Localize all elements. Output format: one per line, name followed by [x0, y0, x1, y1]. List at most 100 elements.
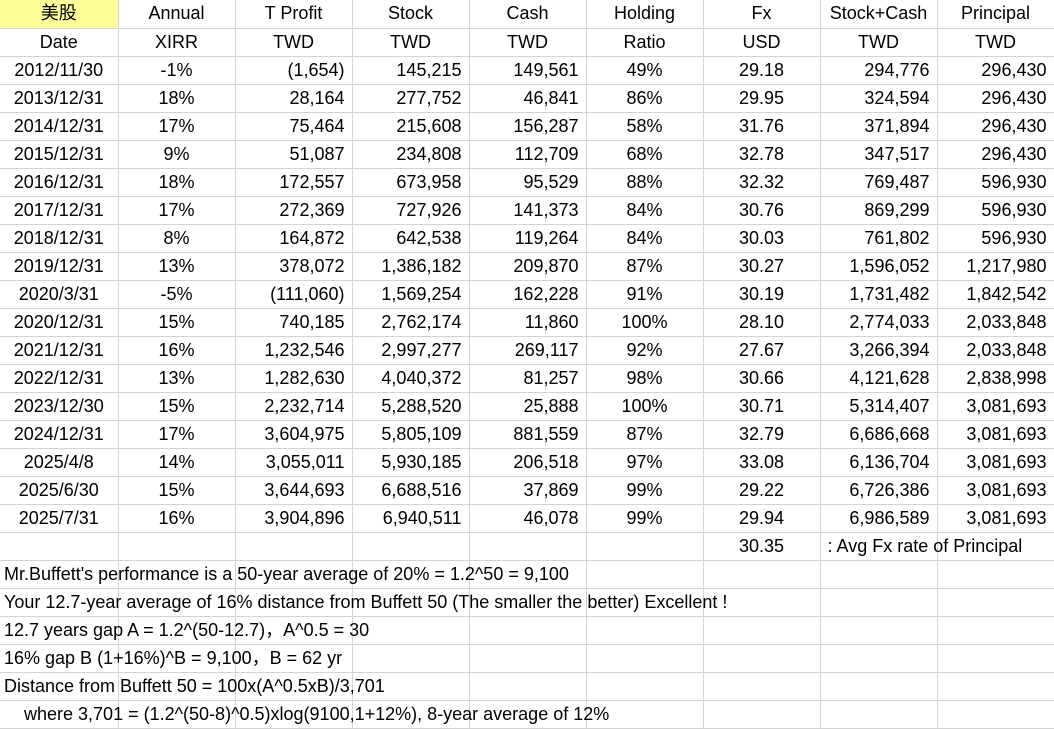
empty-cell[interactable]: [235, 672, 353, 701]
empty-cell[interactable]: [586, 532, 704, 561]
cell-fx[interactable]: 27.67: [703, 336, 821, 365]
header-cell-stock[interactable]: TWD: [352, 28, 470, 57]
header-cell-annual-xirr[interactable]: XIRR: [118, 28, 236, 57]
cell-date[interactable]: 2024/12/31: [0, 420, 119, 449]
cell-cash[interactable]: 141,373: [469, 196, 587, 225]
cell-t-profit[interactable]: 1,282,630: [235, 364, 353, 393]
cell-holding-ratio[interactable]: 91%: [586, 280, 704, 309]
empty-cell[interactable]: [118, 644, 236, 673]
empty-cell[interactable]: [469, 532, 587, 561]
cell-fx[interactable]: 30.76: [703, 196, 821, 225]
cell-annual-xirr[interactable]: 16%: [118, 336, 236, 365]
cell-principal[interactable]: 596,930: [937, 168, 1054, 197]
empty-cell[interactable]: [118, 616, 236, 645]
cell-principal[interactable]: 3,081,693: [937, 420, 1054, 449]
cell-t-profit[interactable]: 28,164: [235, 84, 353, 113]
cell-principal[interactable]: 2,033,848: [937, 336, 1054, 365]
cell-stock[interactable]: 2,762,174: [352, 308, 470, 337]
cell-date[interactable]: 2020/12/31: [0, 308, 119, 337]
empty-cell[interactable]: [352, 672, 470, 701]
empty-cell[interactable]: [235, 700, 353, 729]
cell-stock[interactable]: 5,805,109: [352, 420, 470, 449]
cell-holding-ratio[interactable]: 86%: [586, 84, 704, 113]
cell-principal[interactable]: 2,838,998: [937, 364, 1054, 393]
cell-annual-xirr[interactable]: 9%: [118, 140, 236, 169]
empty-cell[interactable]: [352, 616, 470, 645]
empty-cell[interactable]: [820, 560, 938, 589]
cell-stock[interactable]: 1,386,182: [352, 252, 470, 281]
cell-t-profit[interactable]: 164,872: [235, 224, 353, 253]
cell-annual-xirr[interactable]: 17%: [118, 420, 236, 449]
cell-cash[interactable]: 156,287: [469, 112, 587, 141]
empty-cell[interactable]: [469, 588, 587, 617]
header-cell-holding-ratio[interactable]: Ratio: [586, 28, 704, 57]
cell-date[interactable]: 2015/12/31: [0, 140, 119, 169]
cell-principal[interactable]: 3,081,693: [937, 504, 1054, 533]
cell-stock[interactable]: 5,930,185: [352, 448, 470, 477]
cell-annual-xirr[interactable]: 15%: [118, 476, 236, 505]
cell-date[interactable]: 2016/12/31: [0, 168, 119, 197]
cell-holding-ratio[interactable]: 88%: [586, 168, 704, 197]
cell-stock-plus-cash[interactable]: 1,596,052: [820, 252, 938, 281]
empty-cell[interactable]: [118, 700, 236, 729]
empty-cell[interactable]: [118, 560, 236, 589]
cell-date[interactable]: 2025/4/8: [0, 448, 119, 477]
cell-stock-plus-cash[interactable]: 1,731,482: [820, 280, 938, 309]
cell-t-profit[interactable]: 740,185: [235, 308, 353, 337]
empty-cell[interactable]: [469, 644, 587, 673]
cell-annual-xirr[interactable]: 14%: [118, 448, 236, 477]
cell-principal[interactable]: 3,081,693: [937, 476, 1054, 505]
cell-holding-ratio[interactable]: 99%: [586, 476, 704, 505]
empty-cell[interactable]: [469, 616, 587, 645]
empty-cell[interactable]: [235, 532, 353, 561]
cell-cash[interactable]: 269,117: [469, 336, 587, 365]
cell-t-profit[interactable]: 3,644,693: [235, 476, 353, 505]
cell-t-profit[interactable]: 378,072: [235, 252, 353, 281]
header-cell-cash[interactable]: TWD: [469, 28, 587, 57]
cell-cash[interactable]: 37,869: [469, 476, 587, 505]
cell-stock-plus-cash[interactable]: 769,487: [820, 168, 938, 197]
cell-annual-xirr[interactable]: 18%: [118, 84, 236, 113]
header-cell-principal[interactable]: Principal: [937, 0, 1054, 29]
cell-date[interactable]: 2025/6/30: [0, 476, 119, 505]
cell-annual-xirr[interactable]: 13%: [118, 252, 236, 281]
cell-date[interactable]: 2021/12/31: [0, 336, 119, 365]
header-cell-fx[interactable]: Fx: [703, 0, 821, 29]
cell-principal[interactable]: 3,081,693: [937, 392, 1054, 421]
cell-t-profit[interactable]: 3,055,011: [235, 448, 353, 477]
header-cell-stock[interactable]: Stock: [352, 0, 470, 29]
cell-holding-ratio[interactable]: 49%: [586, 56, 704, 85]
cell-cash[interactable]: 46,841: [469, 84, 587, 113]
cell-stock-plus-cash[interactable]: 371,894: [820, 112, 938, 141]
note-text[interactable]: Distance from Buffett 50 = 100x(A^0.5xB)…: [0, 672, 385, 701]
cell-cash[interactable]: 95,529: [469, 168, 587, 197]
header-cell-stock-plus-cash[interactable]: Stock+Cash: [820, 0, 938, 29]
header-cell-date[interactable]: 美股: [0, 0, 119, 29]
empty-cell[interactable]: [703, 588, 821, 617]
cell-principal[interactable]: 1,842,542: [937, 280, 1054, 309]
cell-annual-xirr[interactable]: -1%: [118, 56, 236, 85]
cell-date[interactable]: 2025/7/31: [0, 504, 119, 533]
cell-date[interactable]: 2014/12/31: [0, 112, 119, 141]
cell-annual-xirr[interactable]: 15%: [118, 308, 236, 337]
cell-fx[interactable]: 32.79: [703, 420, 821, 449]
empty-cell[interactable]: [469, 672, 587, 701]
cell-principal[interactable]: 296,430: [937, 140, 1054, 169]
cell-t-profit[interactable]: 272,369: [235, 196, 353, 225]
cell-cash[interactable]: 112,709: [469, 140, 587, 169]
cell-cash[interactable]: 25,888: [469, 392, 587, 421]
cell-annual-xirr[interactable]: 15%: [118, 392, 236, 421]
cell-fx[interactable]: 29.95: [703, 84, 821, 113]
cell-t-profit[interactable]: 1,232,546: [235, 336, 353, 365]
cell-t-profit[interactable]: 172,557: [235, 168, 353, 197]
header-cell-t-profit[interactable]: TWD: [235, 28, 353, 57]
cell-stock[interactable]: 234,808: [352, 140, 470, 169]
cell-fx[interactable]: 30.71: [703, 392, 821, 421]
header-cell-fx[interactable]: USD: [703, 28, 821, 57]
cell-date[interactable]: 2022/12/31: [0, 364, 119, 393]
empty-cell[interactable]: [586, 672, 704, 701]
cell-cash[interactable]: 149,561: [469, 56, 587, 85]
empty-cell[interactable]: [586, 700, 704, 729]
empty-cell[interactable]: [469, 700, 587, 729]
empty-cell[interactable]: [352, 560, 470, 589]
